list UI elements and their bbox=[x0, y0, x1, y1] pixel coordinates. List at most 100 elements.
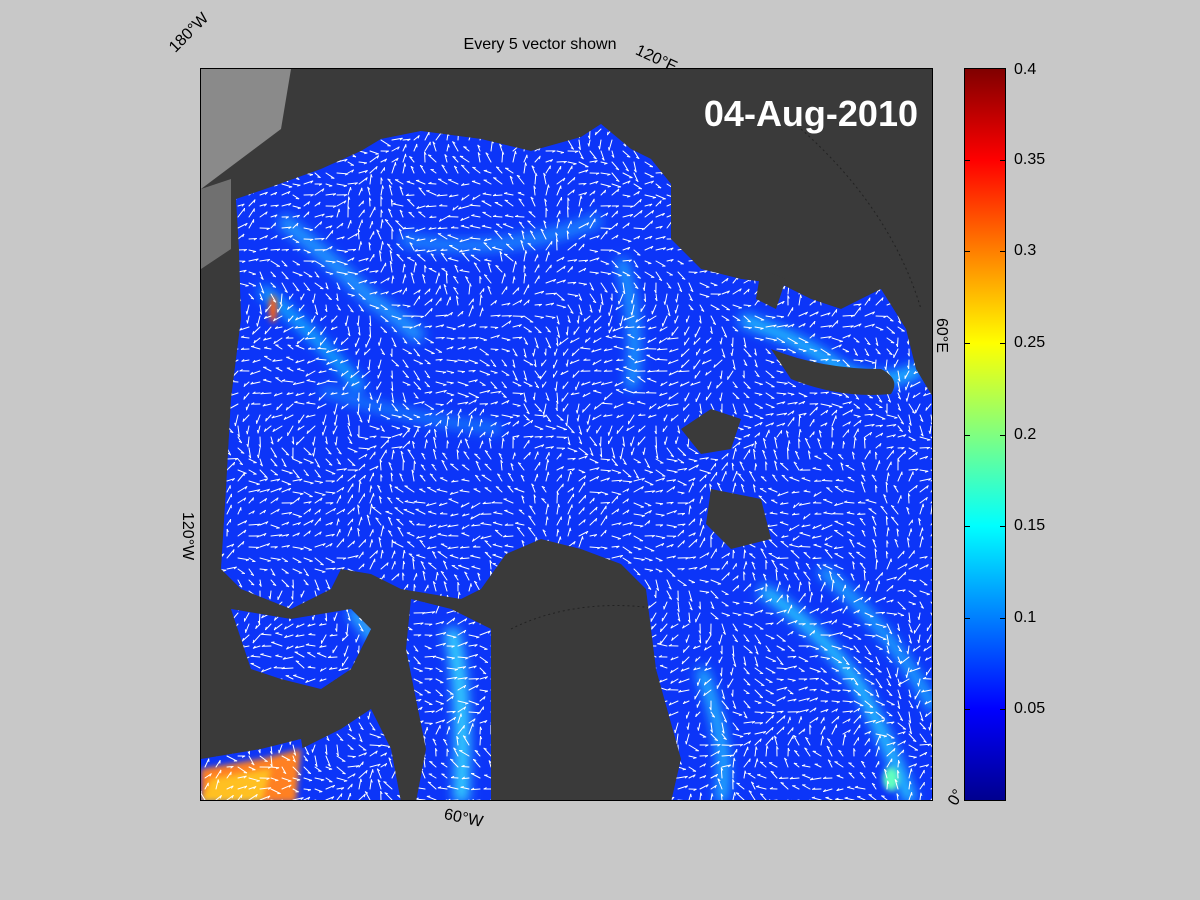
drift-vector-head bbox=[858, 303, 862, 307]
drift-vector bbox=[695, 392, 701, 402]
drift-vector bbox=[677, 458, 685, 464]
drift-vector bbox=[853, 419, 862, 427]
drift-vector bbox=[441, 252, 448, 262]
drift-vector-head bbox=[285, 407, 288, 411]
drift-vector bbox=[677, 425, 681, 434]
drift-vector bbox=[413, 323, 422, 328]
drift-vector-head bbox=[337, 287, 341, 290]
drift-vector-head bbox=[707, 472, 711, 475]
drift-vector-head bbox=[283, 416, 287, 420]
drift-vector-head bbox=[504, 273, 506, 277]
drift-vector bbox=[292, 214, 300, 218]
drift-vector bbox=[347, 220, 352, 229]
drift-vector-head bbox=[760, 476, 765, 478]
drift-vector-head bbox=[360, 309, 364, 312]
drift-vector-head bbox=[517, 420, 520, 425]
drift-vector-head bbox=[635, 265, 639, 268]
drift-vector-head bbox=[771, 376, 775, 379]
drift-vector-head bbox=[543, 220, 547, 224]
drift-vector bbox=[365, 337, 371, 348]
drift-vector-head bbox=[321, 213, 325, 217]
drift-vector-head bbox=[573, 281, 577, 285]
drift-vector-head bbox=[484, 403, 488, 406]
drift-vector-head bbox=[287, 318, 290, 322]
drift-vector bbox=[270, 214, 278, 218]
drift-vector-head bbox=[474, 407, 477, 412]
drift-vector bbox=[589, 282, 594, 291]
drift-vector bbox=[468, 415, 473, 427]
drift-vector-head bbox=[515, 261, 517, 265]
drift-vector bbox=[479, 408, 485, 416]
drift-vector-head bbox=[827, 312, 831, 316]
drift-vector bbox=[545, 392, 550, 401]
drift-vector-head bbox=[248, 455, 252, 459]
drift-vector-head bbox=[870, 413, 874, 417]
drift-vector-head bbox=[265, 211, 268, 215]
drift-vector bbox=[314, 271, 320, 278]
drift-vector bbox=[615, 368, 624, 372]
drift-vector-head bbox=[562, 306, 567, 309]
drift-vector-head bbox=[257, 430, 259, 434]
drift-vector-head bbox=[450, 312, 453, 316]
drift-vector bbox=[616, 425, 624, 434]
drift-vector-head bbox=[416, 378, 421, 381]
drift-vector-head bbox=[259, 311, 262, 315]
drift-vector bbox=[905, 381, 910, 391]
drift-vector bbox=[306, 425, 316, 434]
drift-vector bbox=[342, 381, 349, 391]
drift-vector-head bbox=[394, 409, 398, 412]
drift-vector-head bbox=[727, 290, 730, 294]
drift-vector bbox=[930, 414, 932, 426]
drift-vector bbox=[732, 304, 742, 309]
drift-vector-head bbox=[594, 406, 597, 410]
drift-vector-head bbox=[284, 264, 288, 267]
drift-vector bbox=[620, 447, 624, 460]
drift-vector-head bbox=[436, 488, 441, 491]
drift-vector bbox=[886, 392, 891, 403]
drift-vector-head bbox=[502, 438, 505, 442]
drift-vector-head bbox=[456, 295, 459, 299]
drift-vector bbox=[369, 445, 377, 449]
drift-vector-head bbox=[760, 339, 764, 341]
drift-vector-head bbox=[364, 438, 369, 440]
drift-vector bbox=[591, 348, 602, 353]
drift-vector bbox=[823, 452, 833, 460]
drift-vector bbox=[336, 271, 348, 275]
drift-vector bbox=[501, 151, 504, 163]
drift-vector bbox=[424, 412, 433, 416]
drift-vector-head bbox=[353, 248, 357, 252]
drift-vector bbox=[578, 183, 587, 185]
drift-vector bbox=[479, 337, 488, 341]
drift-vector bbox=[864, 450, 871, 460]
drift-vector bbox=[611, 447, 616, 459]
drift-vector bbox=[578, 222, 589, 229]
drift-vector bbox=[534, 275, 540, 284]
drift-vector-head bbox=[928, 430, 931, 434]
drift-vector bbox=[336, 159, 348, 163]
drift-vector-head bbox=[656, 357, 660, 360]
drift-vector bbox=[523, 381, 533, 387]
drift-vector-head bbox=[601, 382, 604, 386]
drift-vector bbox=[368, 403, 371, 412]
drift-vector bbox=[488, 438, 492, 449]
drift-vector-head bbox=[472, 196, 475, 201]
drift-vector bbox=[710, 458, 719, 461]
drift-vector-head bbox=[846, 365, 850, 367]
drift-vector-head bbox=[294, 326, 298, 329]
drift-vector bbox=[523, 403, 530, 415]
drift-vector bbox=[651, 304, 657, 315]
drift-vector bbox=[732, 448, 737, 460]
drift-vector bbox=[578, 455, 588, 460]
drift-vector-head bbox=[613, 405, 617, 409]
drift-vector bbox=[543, 220, 547, 229]
drift-vector-head bbox=[340, 360, 343, 364]
drift-vector bbox=[306, 402, 316, 405]
drift-vector-head bbox=[405, 235, 410, 238]
drift-vector bbox=[468, 298, 474, 306]
drift-vector bbox=[226, 458, 239, 460]
drift-vector bbox=[357, 359, 360, 370]
drift-vector bbox=[460, 225, 470, 229]
drift-vector bbox=[925, 403, 932, 411]
drift-vector-head bbox=[519, 299, 523, 303]
drift-vector bbox=[633, 282, 639, 289]
